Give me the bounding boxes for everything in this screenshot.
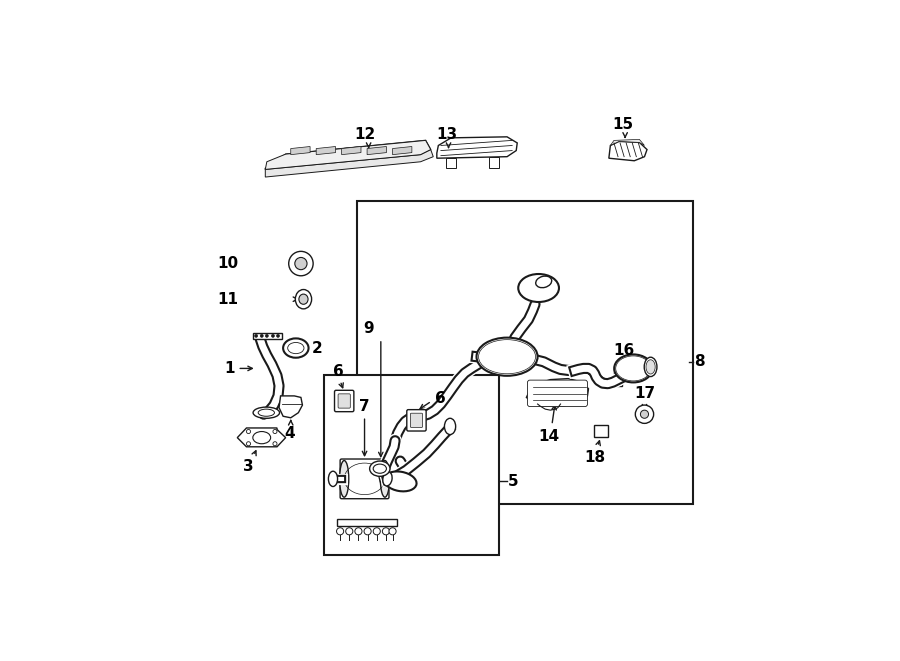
Text: 5: 5 <box>508 474 518 489</box>
Ellipse shape <box>253 407 280 418</box>
Text: 7: 7 <box>359 399 370 414</box>
Ellipse shape <box>258 409 274 416</box>
Ellipse shape <box>295 290 311 309</box>
Circle shape <box>389 527 396 535</box>
Ellipse shape <box>288 342 304 354</box>
Circle shape <box>276 334 280 337</box>
Circle shape <box>272 334 274 337</box>
FancyBboxPatch shape <box>335 390 354 412</box>
Ellipse shape <box>614 354 652 383</box>
Polygon shape <box>238 428 285 447</box>
Bar <box>594 426 608 437</box>
Text: 1: 1 <box>224 361 235 376</box>
Circle shape <box>641 410 649 418</box>
Polygon shape <box>526 379 589 406</box>
Bar <box>253 332 282 339</box>
Circle shape <box>337 527 344 535</box>
Polygon shape <box>609 141 647 161</box>
Text: 17: 17 <box>634 387 655 401</box>
Circle shape <box>635 405 653 424</box>
Text: 4: 4 <box>284 426 295 442</box>
Polygon shape <box>342 147 361 155</box>
Ellipse shape <box>299 294 308 304</box>
Text: 10: 10 <box>217 256 239 271</box>
Polygon shape <box>266 149 433 177</box>
Ellipse shape <box>284 338 309 358</box>
Polygon shape <box>446 158 456 169</box>
Circle shape <box>289 251 313 276</box>
Circle shape <box>260 334 264 337</box>
Polygon shape <box>367 147 386 155</box>
Ellipse shape <box>342 461 387 497</box>
Ellipse shape <box>253 432 271 444</box>
Text: 11: 11 <box>217 292 239 307</box>
Ellipse shape <box>374 464 386 473</box>
Ellipse shape <box>370 461 390 477</box>
FancyBboxPatch shape <box>407 410 426 431</box>
Text: 9: 9 <box>363 321 374 336</box>
Circle shape <box>266 334 268 337</box>
Ellipse shape <box>383 471 417 491</box>
Polygon shape <box>266 140 431 169</box>
Polygon shape <box>610 139 644 145</box>
Ellipse shape <box>382 472 392 486</box>
Polygon shape <box>436 137 518 158</box>
Ellipse shape <box>328 471 338 486</box>
Ellipse shape <box>381 461 390 497</box>
Circle shape <box>374 527 381 535</box>
Ellipse shape <box>445 418 455 434</box>
Polygon shape <box>266 140 431 169</box>
Circle shape <box>346 527 353 535</box>
Ellipse shape <box>518 274 559 302</box>
Ellipse shape <box>339 461 349 497</box>
FancyBboxPatch shape <box>410 413 423 428</box>
Ellipse shape <box>644 357 657 377</box>
Text: 6: 6 <box>333 364 344 379</box>
Polygon shape <box>392 147 412 155</box>
Circle shape <box>273 430 277 434</box>
Text: 12: 12 <box>354 128 375 142</box>
Circle shape <box>382 527 390 535</box>
Ellipse shape <box>646 360 655 374</box>
Polygon shape <box>490 157 500 169</box>
FancyBboxPatch shape <box>338 394 350 408</box>
Text: 15: 15 <box>613 117 634 132</box>
Bar <box>357 202 693 504</box>
Polygon shape <box>614 369 629 386</box>
Polygon shape <box>291 147 310 155</box>
Text: 14: 14 <box>538 430 560 444</box>
Circle shape <box>247 430 250 434</box>
Text: 8: 8 <box>695 354 705 369</box>
Text: 3: 3 <box>243 459 254 473</box>
Circle shape <box>255 334 257 337</box>
Circle shape <box>273 442 277 446</box>
Polygon shape <box>316 147 336 155</box>
Text: 18: 18 <box>584 450 605 465</box>
Circle shape <box>295 258 307 270</box>
Text: 6: 6 <box>435 391 446 407</box>
Text: 16: 16 <box>614 343 634 358</box>
FancyBboxPatch shape <box>340 459 389 498</box>
Text: 2: 2 <box>312 340 323 356</box>
Circle shape <box>247 442 250 446</box>
FancyBboxPatch shape <box>527 380 588 407</box>
Polygon shape <box>279 396 302 418</box>
Circle shape <box>364 527 371 535</box>
Ellipse shape <box>536 276 552 288</box>
Ellipse shape <box>476 338 537 376</box>
Circle shape <box>355 527 362 535</box>
Bar <box>337 519 397 526</box>
Bar <box>324 375 500 555</box>
Text: 13: 13 <box>436 128 457 142</box>
